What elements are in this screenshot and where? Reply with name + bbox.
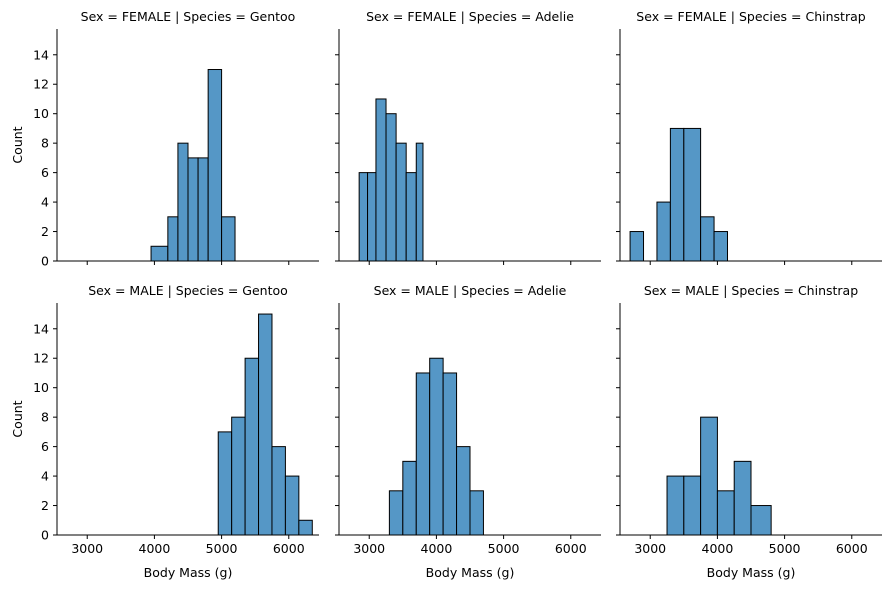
y-tick-label: 4 xyxy=(41,469,49,484)
x-tick-label: 5000 xyxy=(488,541,520,556)
histogram-bar xyxy=(358,172,369,262)
y-tick-label: 10 xyxy=(33,380,49,395)
x-axis-label: Body Mass (g) xyxy=(144,565,233,580)
x-axis-label: Body Mass (g) xyxy=(426,565,515,580)
y-tick-label: 0 xyxy=(41,254,49,269)
y-tick-label: 4 xyxy=(41,195,49,210)
histogram-bar xyxy=(385,113,397,262)
y-tick-label: 8 xyxy=(41,410,49,425)
histogram-bar xyxy=(388,490,404,536)
facet-title: Sex = FEMALE | Species = Gentoo xyxy=(81,9,296,24)
facet-title: Sex = MALE | Species = Chinstrap xyxy=(644,283,858,298)
histogram-bar xyxy=(298,519,313,536)
histogram-bar xyxy=(405,172,417,262)
histogram-bar xyxy=(375,98,387,262)
histogram-bar xyxy=(244,357,260,536)
histogram-bar xyxy=(669,127,685,262)
histogram-bar xyxy=(217,431,233,536)
facet-panel: 3000 4000 5000 6000 Sex = MALE | Species = A… xyxy=(335,283,601,580)
facet-title: Sex = FEMALE | Species = Chinstrap xyxy=(636,9,865,24)
histogram-bar xyxy=(429,357,444,536)
facet-panel: Sex = FEMALE | Species = Chinstrap xyxy=(616,9,882,265)
x-tick-label: 3000 xyxy=(353,541,385,556)
histogram-bar xyxy=(666,475,685,536)
y-tick-label: 10 xyxy=(33,106,49,121)
histogram-bar xyxy=(656,201,671,262)
facet-panel: 3000 4000 5000 6000 Sex = MALE | Species = C… xyxy=(616,283,882,580)
histogram-bar xyxy=(221,216,236,262)
histogram-bar xyxy=(442,372,458,536)
x-tick-label: 6000 xyxy=(273,541,305,556)
histogram-bar xyxy=(683,127,702,262)
x-tick-label: 5000 xyxy=(769,541,801,556)
histogram-bar xyxy=(187,157,199,262)
histogram-bar xyxy=(150,245,169,262)
x-axis-label: Body Mass (g) xyxy=(707,565,796,580)
y-tick-label: 2 xyxy=(41,224,49,239)
histogram-bar xyxy=(683,475,702,536)
histogram-bar xyxy=(402,460,417,536)
x-tick-label: 5000 xyxy=(206,541,238,556)
facet-title: Sex = MALE | Species = Adelie xyxy=(374,283,567,298)
histogram-bar xyxy=(716,490,735,536)
y-tick-label: 12 xyxy=(33,351,49,366)
facet-title: Sex = FEMALE | Species = Adelie xyxy=(366,9,574,24)
y-tick-label: 6 xyxy=(41,439,49,454)
x-tick-label: 6000 xyxy=(555,541,587,556)
y-tick-label: 12 xyxy=(33,77,49,92)
histogram-bar xyxy=(177,142,189,262)
histogram-bar xyxy=(395,142,407,262)
x-tick-label: 4000 xyxy=(139,541,171,556)
y-tick-label: 2 xyxy=(41,498,49,513)
histogram-bar xyxy=(367,172,377,262)
histogram-bar xyxy=(284,475,300,536)
histogram-bar xyxy=(207,69,223,262)
histogram-bar xyxy=(469,490,484,536)
histogram-bar xyxy=(750,505,772,536)
histogram-bar xyxy=(167,216,179,262)
y-tick-label: 0 xyxy=(41,528,49,543)
facet-panel: 0 2 4 6 8 10 12 14 Sex = FEMALE | Species = Gent… xyxy=(10,9,319,269)
histogram-bar xyxy=(713,231,728,262)
y-tick-label: 14 xyxy=(33,321,49,336)
histogram-bar xyxy=(415,372,431,536)
histogram-bar xyxy=(629,231,645,262)
histogram-bar xyxy=(700,216,715,262)
histogram-bar xyxy=(700,416,718,536)
y-axis-label: Count xyxy=(10,126,25,163)
facet-title: Sex = MALE | Species = Gentoo xyxy=(88,283,288,298)
x-tick-label: 3000 xyxy=(634,541,666,556)
facet-panel: Sex = FEMALE | Species = Adelie xyxy=(335,9,601,265)
y-tick-label: 6 xyxy=(41,165,49,180)
facet-panel: 0 2 4 6 8 10 12 14 3000 4000 5000 6000 Sex = MALE | … xyxy=(10,283,319,580)
histogram-bar xyxy=(456,446,471,536)
histogram-bar xyxy=(415,142,424,262)
x-tick-label: 6000 xyxy=(836,541,868,556)
x-tick-label: 3000 xyxy=(71,541,103,556)
histogram-bar xyxy=(271,446,286,536)
histogram-bar xyxy=(733,460,752,536)
histogram-bar xyxy=(258,313,273,536)
y-tick-label: 14 xyxy=(33,47,49,62)
histogram-bar xyxy=(197,157,209,262)
y-tick-label: 8 xyxy=(41,136,49,151)
y-axis-label: Count xyxy=(10,400,25,437)
x-tick-label: 4000 xyxy=(702,541,734,556)
x-tick-label: 4000 xyxy=(421,541,453,556)
histogram-bar xyxy=(231,416,246,536)
